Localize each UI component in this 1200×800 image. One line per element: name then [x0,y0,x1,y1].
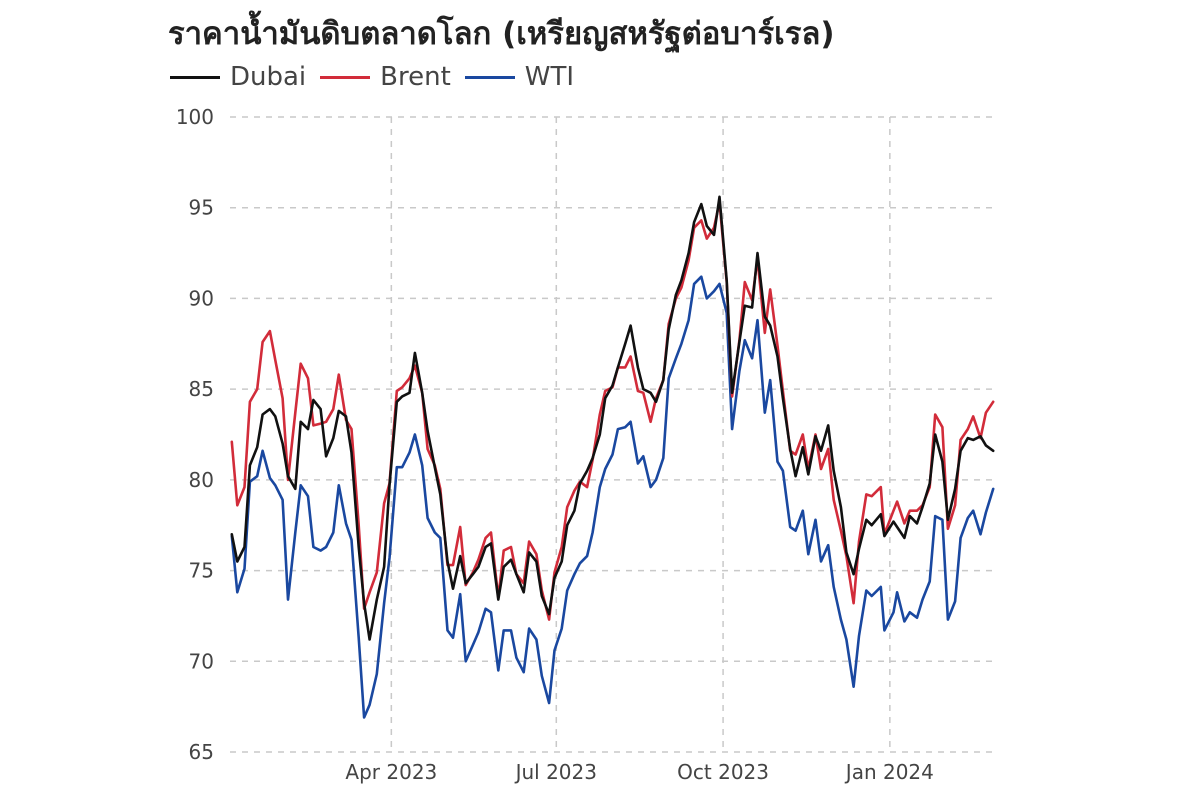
legend-label: WTI [524,62,575,92]
y-tick-label: 90 [189,286,214,310]
legend-item-brent: Brent [320,62,451,92]
legend: Dubai Brent WTI [170,62,574,92]
legend-label: Brent [380,62,451,92]
legend-label: Dubai [230,62,307,92]
gridlines [230,116,995,753]
x-tick-label: Jul 2023 [514,760,597,784]
legend-item-wti: WTI [464,62,575,92]
x-tick-label: Oct 2023 [677,760,769,784]
series-line-dubai [230,195,995,641]
y-tick-label: 100 [176,105,214,129]
y-tick-label: 70 [189,649,214,673]
y-tick-label: 65 [189,740,214,764]
y-tick-label: 80 [189,468,214,492]
chart-title: ราคาน้ำมันดิบตลาดโลก (เหรียญสหรัฐต่อบาร์… [168,16,835,52]
x-tick-label: Jan 2024 [844,760,934,784]
series-line-wti [230,275,995,719]
legend-swatch [464,75,515,79]
legend-item-dubai: Dubai [170,62,306,92]
series-line-brent [230,201,995,621]
legend-swatch [170,75,220,79]
legend-swatch [320,75,371,79]
x-tick-label: Apr 2023 [345,760,437,784]
y-tick-label: 95 [189,196,214,220]
y-tick-label: 75 [189,559,214,583]
y-tick-label: 85 [189,377,214,401]
